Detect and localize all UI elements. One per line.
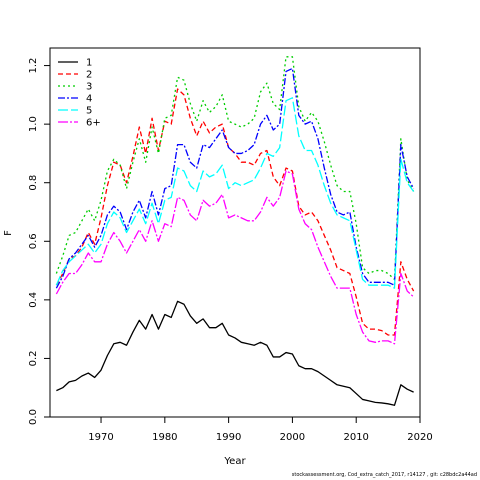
x-tick-label: 2010: [343, 432, 368, 443]
series-layer: [55, 56, 415, 406]
y-tick-label: 0.4: [28, 292, 39, 308]
legend-label: 2: [86, 70, 92, 81]
footer-note: stockassessment.org, Cod_extra_catch_201…: [291, 472, 477, 478]
y-tick-label: 0.6: [28, 233, 39, 249]
series-line-6+: [55, 170, 415, 345]
y-tick-label: 0.0: [28, 409, 39, 425]
y-tick-label: 0.2: [28, 350, 39, 366]
y-tick-label: 0.8: [28, 175, 39, 191]
y-axis-title: F: [3, 230, 14, 236]
series-line-2: [55, 88, 415, 336]
plot-frame: [49, 47, 421, 418]
legend-label: 1: [86, 58, 92, 69]
x-axis: 1970 1980 1990 2000 2010 2020: [88, 417, 433, 443]
series-line-3: [55, 56, 415, 281]
y-axis: 0.0 0.2 0.4 0.6 0.8 1.0 1.2: [28, 58, 50, 425]
legend-label: 5: [86, 106, 92, 117]
series-line-5: [55, 97, 415, 289]
series-line-1: [56, 300, 414, 406]
legend-label: 4: [86, 94, 92, 105]
x-tick-label: 2020: [407, 432, 432, 443]
legend-label: 6+: [86, 118, 101, 129]
x-tick-label: 1980: [152, 432, 177, 443]
y-tick-label: 1.2: [28, 58, 39, 74]
x-tick-label: 1970: [88, 432, 113, 443]
x-tick-label: 2000: [280, 432, 305, 443]
legend-label: 3: [86, 82, 92, 93]
x-tick-label: 1990: [216, 432, 241, 443]
x-axis-title: Year: [223, 456, 246, 467]
y-tick-label: 1.0: [28, 116, 39, 132]
series-line-4: [55, 67, 415, 289]
